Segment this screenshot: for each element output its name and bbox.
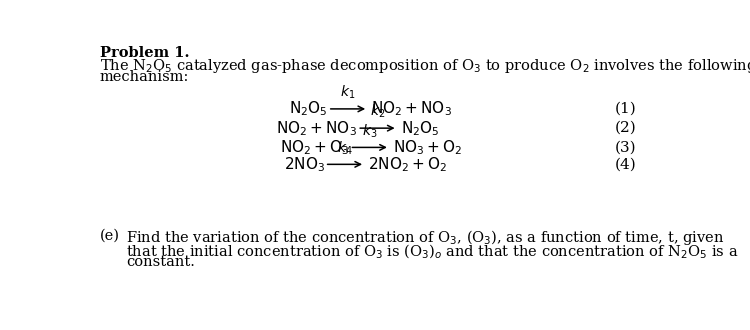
Text: (3): (3) (615, 140, 636, 154)
Text: that the initial concentration of O$_3$ is (O$_3$)$_o$ and that the concentratio: that the initial concentration of O$_3$ … (126, 242, 739, 260)
Text: (e): (e) (100, 228, 120, 242)
Text: constant.: constant. (126, 255, 195, 269)
Text: (4): (4) (614, 157, 636, 171)
Text: $k_4$: $k_4$ (337, 139, 352, 157)
Text: $\mathrm{NO_2 + O_3}$: $\mathrm{NO_2 + O_3}$ (280, 138, 350, 157)
Text: $\mathrm{NO_2 + NO_3}$: $\mathrm{NO_2 + NO_3}$ (371, 100, 452, 118)
Text: The N$_2$O$_5$ catalyzed gas-phase decomposition of O$_3$ to produce O$_2$ invol: The N$_2$O$_5$ catalyzed gas-phase decom… (100, 56, 750, 75)
Text: $\mathrm{NO_3 + O_2}$: $\mathrm{NO_3 + O_2}$ (393, 138, 462, 157)
Text: $k_2$: $k_2$ (370, 103, 385, 120)
Text: $k_1$: $k_1$ (340, 84, 356, 101)
Text: $k_3$: $k_3$ (362, 122, 377, 140)
Text: $\mathrm{N_2O_5}$: $\mathrm{N_2O_5}$ (400, 119, 439, 138)
Text: $\mathrm{2NO_3}$: $\mathrm{2NO_3}$ (284, 155, 325, 174)
Text: mechanism:: mechanism: (100, 70, 189, 84)
Text: (1): (1) (614, 102, 636, 116)
Text: Problem 1.: Problem 1. (100, 46, 190, 60)
Text: $\mathrm{2NO_2 + O_2}$: $\mathrm{2NO_2 + O_2}$ (368, 155, 447, 174)
Text: (2): (2) (614, 121, 636, 135)
Text: Find the variation of the concentration of O$_3$, (O$_3$), as a function of time: Find the variation of the concentration … (126, 228, 724, 247)
Text: $\mathrm{N_2O_5}$: $\mathrm{N_2O_5}$ (289, 100, 328, 118)
Text: $\mathrm{NO_2 + NO_3}$: $\mathrm{NO_2 + NO_3}$ (276, 119, 357, 138)
